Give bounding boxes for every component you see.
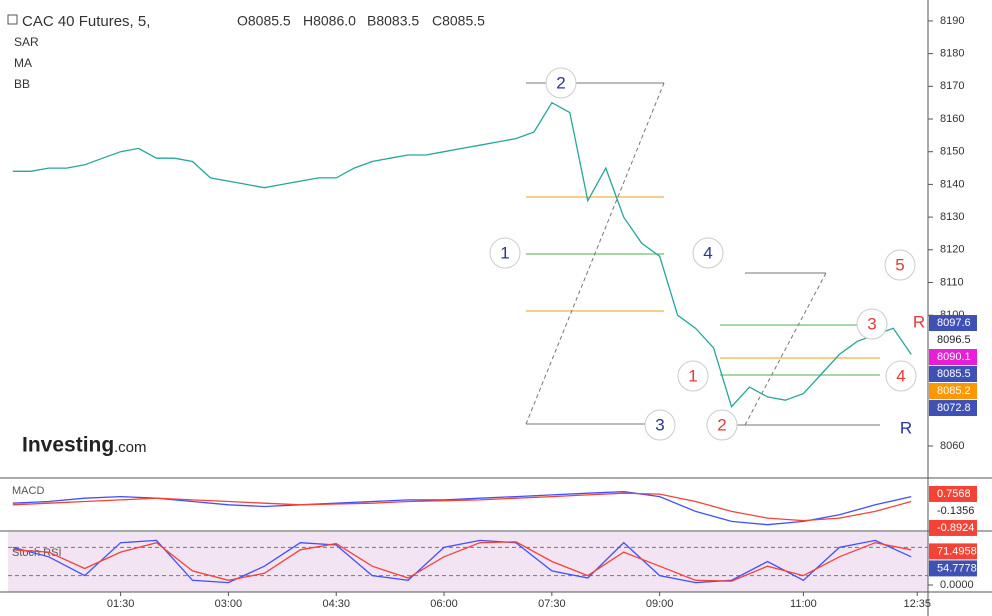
wave-label: 1 [688, 366, 697, 385]
price-label-box [929, 383, 977, 400]
price-label: 8097.6 [937, 317, 971, 329]
price-label-box [929, 519, 977, 536]
ohlc-value: C8085.5 [432, 13, 485, 29]
wave-circle [677, 360, 709, 392]
y-tick-label: 8110 [940, 276, 964, 288]
x-tick-label: 06:00 [430, 598, 458, 610]
price-label-box [929, 502, 977, 519]
price-line [12, 101, 912, 408]
wave-label: 4 [896, 366, 905, 385]
pane-title: MACD [12, 485, 44, 497]
fib-levels [525, 82, 880, 426]
x-tick-label: 07:30 [538, 598, 566, 610]
y-tick-label: 8140 [940, 178, 964, 190]
price-label: 8072.8 [937, 402, 971, 414]
price-label: 71.4958 [937, 545, 977, 557]
indicator-label: MA [14, 56, 32, 70]
price-label-box [929, 349, 977, 366]
price-label: 8085.2 [937, 385, 971, 397]
logo-suffix: .com [114, 439, 147, 456]
collapse-icon[interactable] [7, 14, 18, 25]
wave-label: 2 [717, 415, 726, 434]
price-label-box [929, 543, 977, 560]
wave-label: 4 [703, 243, 712, 262]
y-tick-label: 8160 [940, 113, 964, 125]
ohlc-value: O8085.5 [237, 13, 291, 29]
price-label-box [929, 560, 977, 577]
y-tick-label: 8130 [940, 211, 964, 223]
price-label: -0.1356 [937, 505, 974, 517]
price-label: -0.8924 [937, 522, 974, 534]
wave-label: R [913, 312, 925, 331]
x-tick-label: 04:30 [322, 598, 350, 610]
price-label: 54.7778 [937, 562, 977, 574]
price-label: 8096.5 [937, 334, 971, 346]
price-label: 8090.1 [937, 351, 971, 363]
y-tick-label: 8060 [940, 440, 964, 452]
wave-label: 1 [500, 243, 509, 262]
price-label: 8085.5 [937, 368, 971, 380]
x-tick-label: 11:00 [790, 598, 817, 610]
ohlc-value: B8083.5 [367, 13, 419, 29]
indicator-label: BB [14, 77, 30, 91]
price-label-box [929, 485, 977, 502]
stoch-pane-bg [8, 532, 928, 592]
wave-label: 2 [556, 73, 565, 92]
wave-circle [706, 409, 738, 441]
y-tick-label: 8180 [940, 48, 964, 60]
wave-circle [884, 249, 916, 281]
price-label: 0.7568 [937, 488, 971, 500]
price-label-box [929, 366, 977, 383]
wave-label: 5 [895, 255, 904, 274]
price-line [12, 492, 912, 522]
price-line [12, 541, 912, 582]
x-tick-label: 12:35 [903, 598, 931, 610]
wave-circle [885, 360, 917, 392]
wave-circle [856, 308, 888, 340]
indicator-label: SAR [14, 35, 39, 49]
wave-circle [489, 237, 521, 269]
wave-label: R [900, 418, 912, 437]
price-label-box [929, 400, 977, 417]
y-tick-label: 0.0000 [940, 579, 974, 591]
x-tick-label: 03:00 [215, 598, 243, 610]
wave-label: 3 [867, 314, 876, 333]
logo-main: Investing [22, 434, 114, 457]
y-tick-label: 8150 [940, 146, 964, 158]
x-tick-label: 01:30 [107, 598, 135, 610]
wave-circle [545, 67, 577, 99]
price-label-box [929, 315, 977, 332]
ohlc-value: H8086.0 [303, 13, 356, 29]
y-tick-label: 8120 [940, 244, 964, 256]
x-tick-label: 09:00 [646, 598, 674, 610]
y-tick-label: 8170 [940, 80, 964, 92]
symbol-title: CAC 40 Futures, 5, [22, 13, 150, 30]
wave-label: 3 [655, 415, 664, 434]
wave-circle [692, 237, 724, 269]
y-tick-label: 8190 [940, 15, 964, 27]
wave-circle [644, 409, 676, 441]
price-label-box [929, 332, 977, 349]
